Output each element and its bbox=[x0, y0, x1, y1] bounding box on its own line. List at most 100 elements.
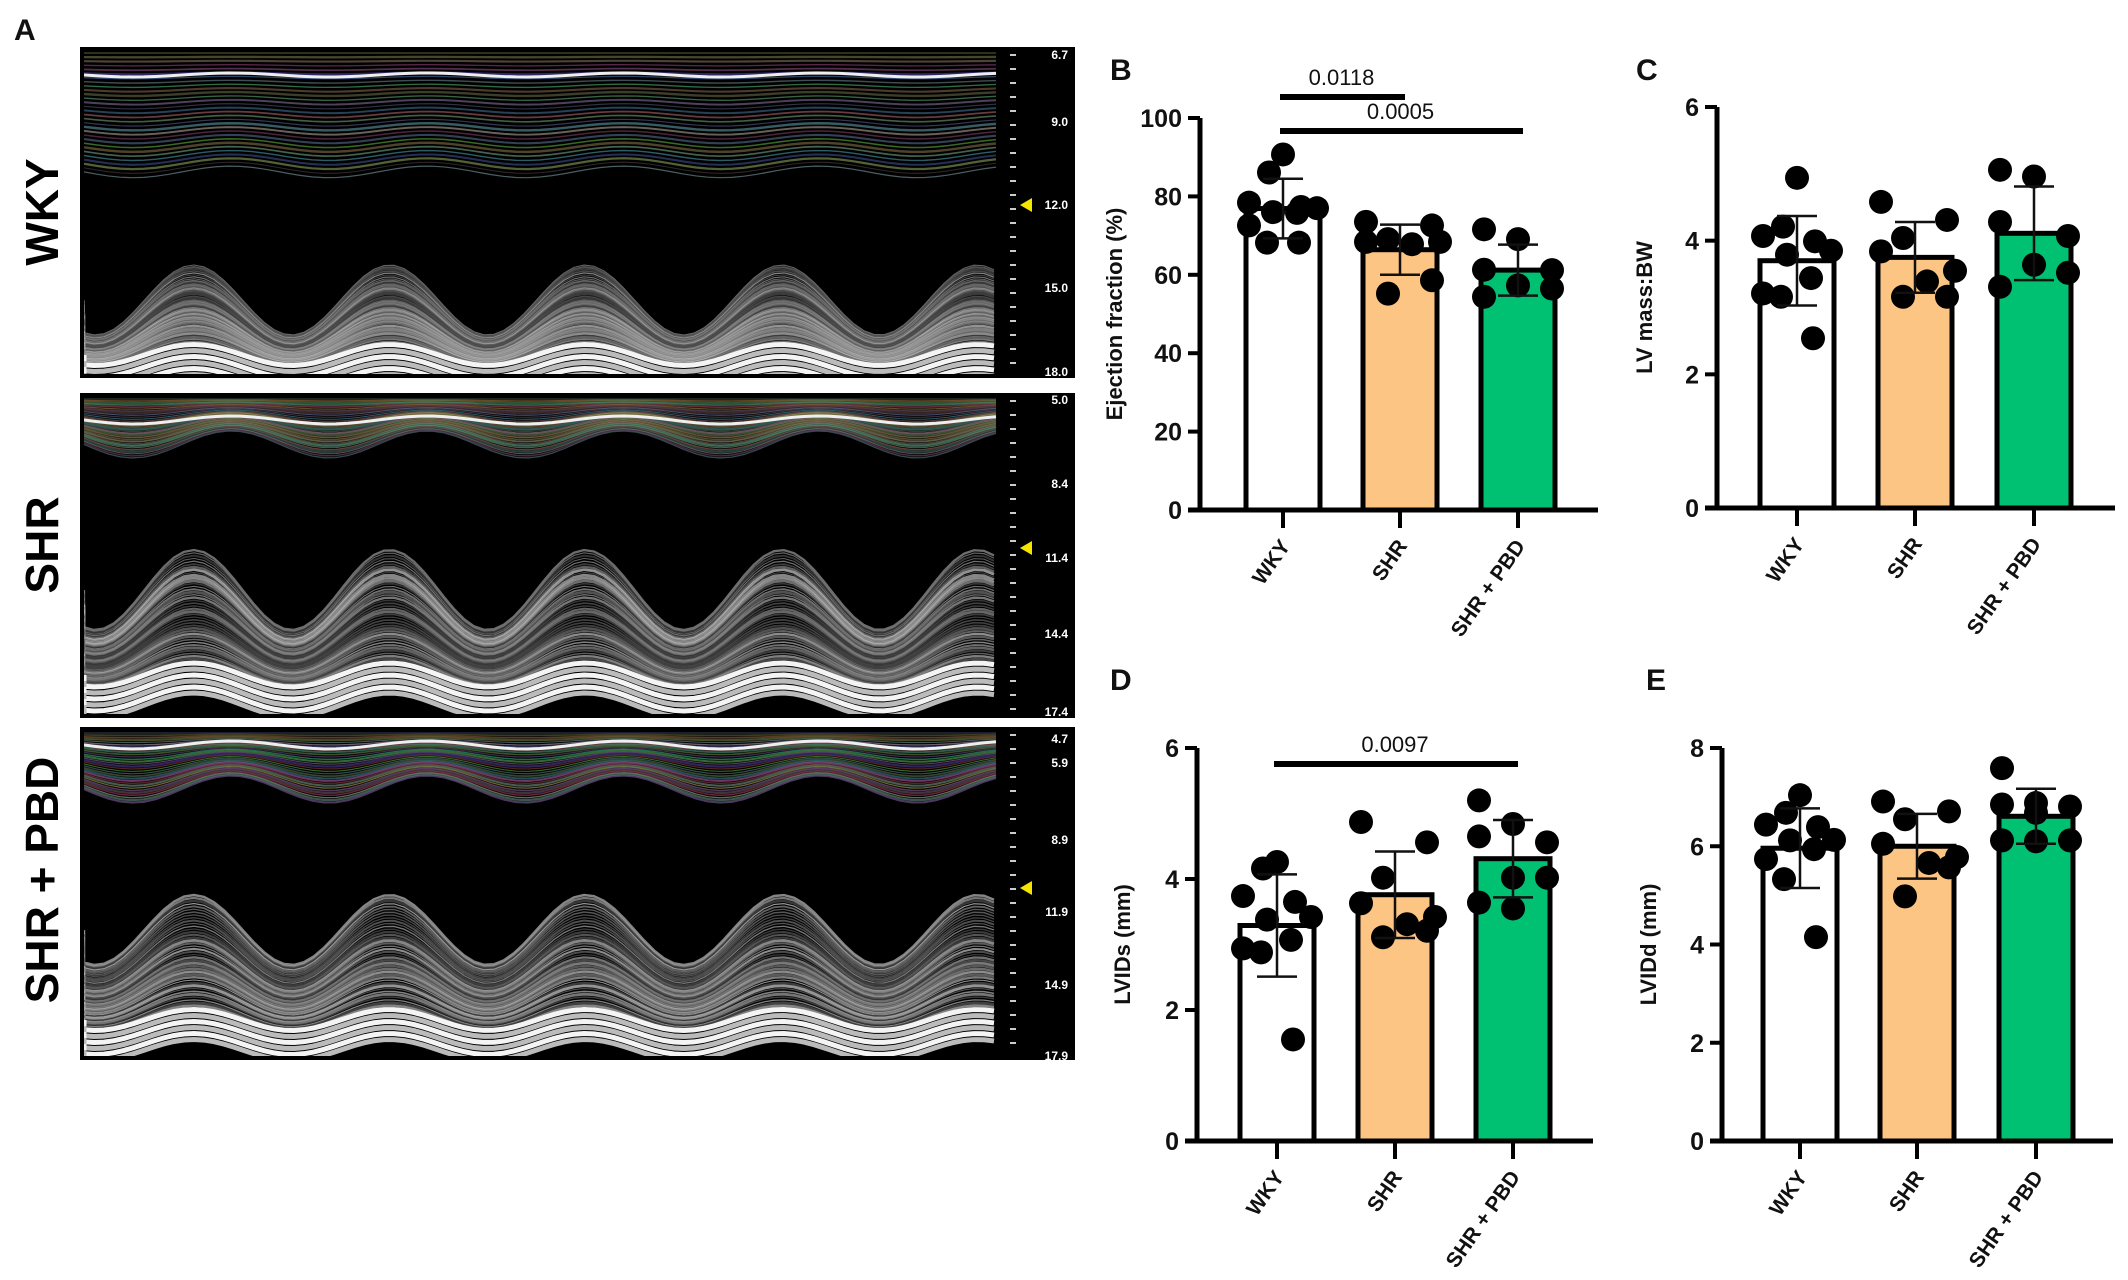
y-tick-label: 20 bbox=[1154, 419, 1182, 447]
x-tick-label: SHR + PBD bbox=[1442, 1167, 1525, 1272]
data-point bbox=[1937, 799, 1961, 824]
data-point bbox=[2056, 223, 2080, 248]
data-point bbox=[1785, 165, 1809, 190]
bar-shr bbox=[1877, 843, 1957, 1144]
x-tick-label: WKY bbox=[1248, 536, 1295, 589]
depth-marker-icon bbox=[1020, 198, 1032, 212]
y-tick-label: 0 bbox=[1690, 1128, 1704, 1156]
depth-scale-label: 5.0 bbox=[1051, 393, 1068, 407]
y-axis-title: LVIDd (mm) bbox=[1636, 884, 1661, 1006]
chart-panel-d: D 0 2 4 6 LVIDs (mm) WKY SHR SHR + PBD 0.0097 bbox=[1110, 664, 1593, 1272]
data-point bbox=[2022, 164, 2046, 189]
data-point bbox=[1869, 239, 1893, 264]
depth-scale-label: 5.9 bbox=[1051, 756, 1068, 770]
data-point bbox=[1472, 257, 1496, 282]
depth-marker-icon bbox=[1020, 881, 1032, 895]
data-point bbox=[1990, 792, 2014, 817]
x-tick-label: SHR + PBD bbox=[1447, 536, 1530, 641]
data-point bbox=[1871, 789, 1895, 814]
depth-scale-label: 15.0 bbox=[1045, 281, 1069, 295]
y-axis-title: Ejection fraction (%) bbox=[1102, 208, 1127, 421]
data-point bbox=[1428, 229, 1452, 254]
data-point bbox=[1871, 831, 1895, 856]
y-axis-title: LV mass:BW bbox=[1632, 241, 1657, 374]
data-point bbox=[1467, 788, 1491, 813]
data-point bbox=[1540, 276, 1564, 301]
data-point bbox=[1231, 936, 1255, 961]
chart-panel-c: C 0 2 4 6 LV mass:BW WKY SHR SHR + PBD bbox=[1632, 54, 2115, 639]
data-point bbox=[1891, 284, 1915, 309]
depth-scale-label: 11.9 bbox=[1045, 905, 1068, 919]
echo-panel-shr: 5.0 8.4 11.4 14.4 17.4 bbox=[80, 393, 1075, 719]
p-value-label: 0.0118 bbox=[1309, 65, 1375, 90]
y-tick-label: 0 bbox=[1168, 497, 1182, 525]
y-tick-label: 60 bbox=[1154, 262, 1182, 290]
p-value-label: 0.0005 bbox=[1367, 99, 1434, 124]
data-point bbox=[1937, 855, 1961, 880]
data-point bbox=[2056, 260, 2080, 285]
x-tick-label: WKY bbox=[1242, 1167, 1289, 1220]
data-point bbox=[1299, 904, 1323, 929]
depth-marker-icon bbox=[1020, 541, 1032, 555]
y-tick-label: 80 bbox=[1154, 183, 1182, 211]
data-point bbox=[1371, 865, 1395, 890]
data-point bbox=[1395, 912, 1419, 937]
data-point bbox=[1943, 258, 1967, 283]
y-tick-label: 4 bbox=[1685, 228, 1699, 256]
row-label: SHR + PBD bbox=[16, 757, 68, 1004]
depth-scale-label: 9.0 bbox=[1051, 115, 1068, 129]
panel-letter: D bbox=[1110, 664, 1132, 697]
data-point bbox=[1819, 238, 1843, 263]
data-point bbox=[1988, 274, 2012, 299]
data-point bbox=[1376, 227, 1400, 252]
data-point bbox=[2058, 794, 2082, 819]
y-tick-label: 4 bbox=[1690, 932, 1704, 960]
data-point bbox=[1893, 807, 1917, 832]
depth-scale-label: 14.4 bbox=[1045, 627, 1069, 641]
data-point bbox=[1804, 925, 1828, 950]
depth-scale-label: 8.4 bbox=[1051, 477, 1068, 491]
data-point bbox=[1540, 258, 1564, 283]
data-point bbox=[1420, 268, 1444, 293]
y-axis-title: LVIDs (mm) bbox=[1110, 884, 1135, 1005]
data-point bbox=[1249, 940, 1273, 965]
data-point bbox=[1376, 281, 1400, 306]
data-point bbox=[1788, 783, 1812, 808]
data-point bbox=[1237, 213, 1261, 238]
depth-scale-label: 18.0 bbox=[1045, 365, 1069, 379]
data-point bbox=[1778, 828, 1802, 853]
depth-scale-label: 12.0 bbox=[1045, 198, 1069, 212]
data-point bbox=[1751, 281, 1775, 306]
x-tick-label: SHR + PBD bbox=[1965, 1167, 2048, 1272]
data-point bbox=[1349, 810, 1373, 835]
y-tick-label: 100 bbox=[1140, 105, 1182, 133]
bar-wky bbox=[1243, 206, 1323, 513]
depth-scale-label: 11.4 bbox=[1045, 551, 1068, 565]
data-point bbox=[1915, 269, 1939, 294]
data-point bbox=[1754, 847, 1778, 872]
data-point bbox=[1771, 214, 1795, 239]
data-point bbox=[1400, 232, 1424, 257]
data-point bbox=[1354, 209, 1378, 234]
x-tick-label: SHR bbox=[1363, 1167, 1407, 1217]
bar-shr-pbd bbox=[1996, 813, 2076, 1144]
y-tick-label: 6 bbox=[1690, 833, 1704, 861]
x-tick-label: WKY bbox=[1765, 1167, 1812, 1220]
depth-scale-label: 6.7 bbox=[1051, 48, 1068, 62]
data-point bbox=[1990, 828, 2014, 853]
data-point bbox=[1237, 190, 1261, 215]
data-point bbox=[1287, 230, 1311, 255]
data-point bbox=[1772, 867, 1796, 892]
data-point bbox=[1283, 889, 1307, 914]
y-tick-label: 0 bbox=[1685, 495, 1699, 523]
y-tick-label: 2 bbox=[1690, 1030, 1704, 1058]
data-point bbox=[1988, 209, 2012, 234]
data-point bbox=[1415, 830, 1439, 855]
data-point bbox=[1751, 223, 1775, 248]
panel-letter: C bbox=[1636, 54, 1658, 87]
data-point bbox=[1990, 756, 2014, 781]
data-point bbox=[1799, 266, 1823, 291]
data-point bbox=[1279, 927, 1303, 952]
depth-scale-label: 14.9 bbox=[1045, 978, 1069, 992]
